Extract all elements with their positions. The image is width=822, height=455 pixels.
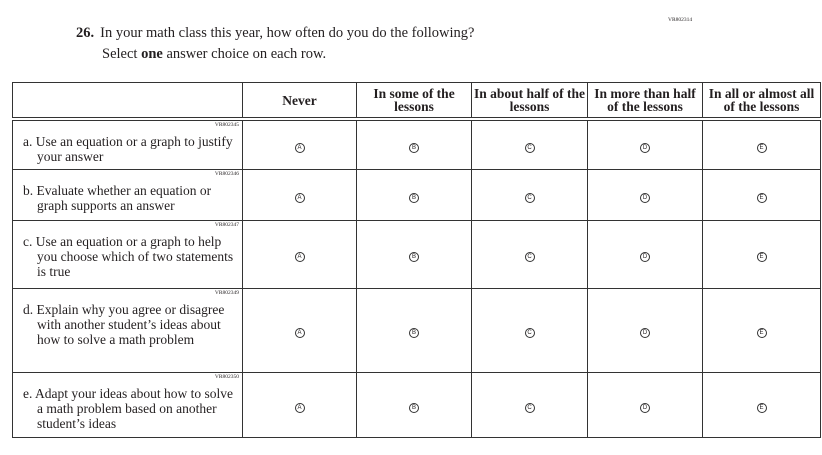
answer-bubble-d[interactable]: D [640,142,650,153]
answer-bubble-b[interactable]: B [409,192,419,203]
item-code: VR802345 [214,122,239,128]
option-cell: E [702,118,821,170]
answer-bubble-d[interactable]: D [640,192,650,203]
row-label-cell: VR802345 a. Use an equation or a graph to… [12,118,243,170]
option-cell: E [702,287,821,373]
option-cell: D [587,371,703,438]
column-header: In some of the lessons [356,82,472,120]
answer-bubble-c[interactable]: C [524,142,535,153]
answer-bubble-e[interactable]: E [756,252,767,262]
item-code: VR802346 [214,170,239,177]
item-text: d. Explain why you agree or disagree wit… [23,301,225,347]
question-stem: In your math class this year, how often … [100,25,475,41]
question-text: 26. In your math class this year, how oft… [76,25,474,42]
column-header: Never [242,82,357,120]
table-row: VR802346 b. Evaluate whether an equation … [12,168,821,221]
instruction-post: answer choice on each row. [162,46,327,62]
answer-bubble-a[interactable]: A [294,252,305,262]
table-row: VR802347 c. Use an equation or a graph to… [12,219,821,289]
instruction: Select one answer choice on each row. [102,46,326,63]
answer-bubble-c[interactable]: C [524,252,535,262]
item-code: VR802347 [214,221,239,228]
option-cell: A [242,219,357,289]
answer-bubble-b[interactable]: B [409,328,419,338]
option-cell: D [587,287,703,373]
item-text: b. Evaluate whether an equation or graph… [23,182,212,213]
instruction-pre: Select [102,46,142,62]
answer-bubble-e[interactable]: E [756,402,767,413]
answer-bubble-b[interactable]: B [409,402,419,413]
answer-bubble-d[interactable]: D [640,402,650,413]
instruction-bold: one [141,46,163,62]
response-grid: Never In some of the lessons In about ha… [12,82,821,438]
option-cell: E [702,219,821,289]
option-cell: B [356,118,472,170]
item-text: c. Use an equation or a graph to help yo… [23,233,234,279]
header-blank [12,82,243,120]
column-header: In more than half of the lessons [587,82,703,120]
item-code: VR802350 [214,373,239,380]
answer-bubble-a[interactable]: A [294,142,305,153]
option-cell: E [702,371,821,438]
answer-bubble-c[interactable]: C [524,402,535,413]
option-cell: D [587,168,703,221]
row-label-cell: VR802349 d. Explain why you agree or disa… [12,287,243,373]
column-header: In all or almost all of the lessons [702,82,821,120]
option-cell: A [242,287,357,373]
table-row: VR802349 d. Explain why you agree or disa… [12,287,821,373]
question-number: 26. [76,25,95,41]
question-code: VR802314 [668,17,693,23]
answer-bubble-b[interactable]: B [409,142,419,153]
option-cell: A [242,168,357,221]
option-cell: B [356,287,472,373]
option-cell: C [471,287,588,373]
option-cell: C [471,168,588,221]
item-text: e. Adapt your ideas about how to solve a… [23,385,233,431]
option-cell: E [702,168,821,221]
table-row: VR802350 e. Adapt your ideas about how to… [12,371,821,438]
table-row: VR802345 a. Use an equation or a graph to… [12,118,821,170]
option-cell: D [587,118,703,170]
answer-bubble-c[interactable]: C [524,192,535,203]
answer-bubble-e[interactable]: E [756,142,767,153]
option-cell: C [471,219,588,289]
column-header: In about half of the lessons [471,82,588,120]
option-cell: B [356,371,472,438]
option-cell: A [242,371,357,438]
answer-bubble-b[interactable]: B [409,252,419,262]
option-cell: C [471,118,588,170]
option-cell: A [242,118,357,170]
row-label-cell: VR802346 b. Evaluate whether an equation … [12,168,243,221]
header-row: Never In some of the lessons In about ha… [12,82,821,120]
option-cell: D [587,219,703,289]
option-cell: B [356,219,472,289]
answer-bubble-c[interactable]: C [524,328,535,338]
option-cell: B [356,168,472,221]
answer-bubble-e[interactable]: E [756,328,767,338]
row-label-cell: VR802350 e. Adapt your ideas about how to… [12,371,243,438]
row-label-cell: VR802347 c. Use an equation or a graph to… [12,219,243,289]
answer-bubble-a[interactable]: A [294,328,305,338]
item-code: VR802349 [214,289,239,296]
answer-bubble-d[interactable]: D [640,252,650,262]
answer-bubble-d[interactable]: D [640,328,650,338]
answer-bubble-e[interactable]: E [756,192,767,203]
answer-bubble-a[interactable]: A [294,192,305,203]
item-text: a. Use an equation or a graph to justify… [23,134,233,164]
answer-bubble-a[interactable]: A [294,402,305,413]
option-cell: C [471,371,588,438]
